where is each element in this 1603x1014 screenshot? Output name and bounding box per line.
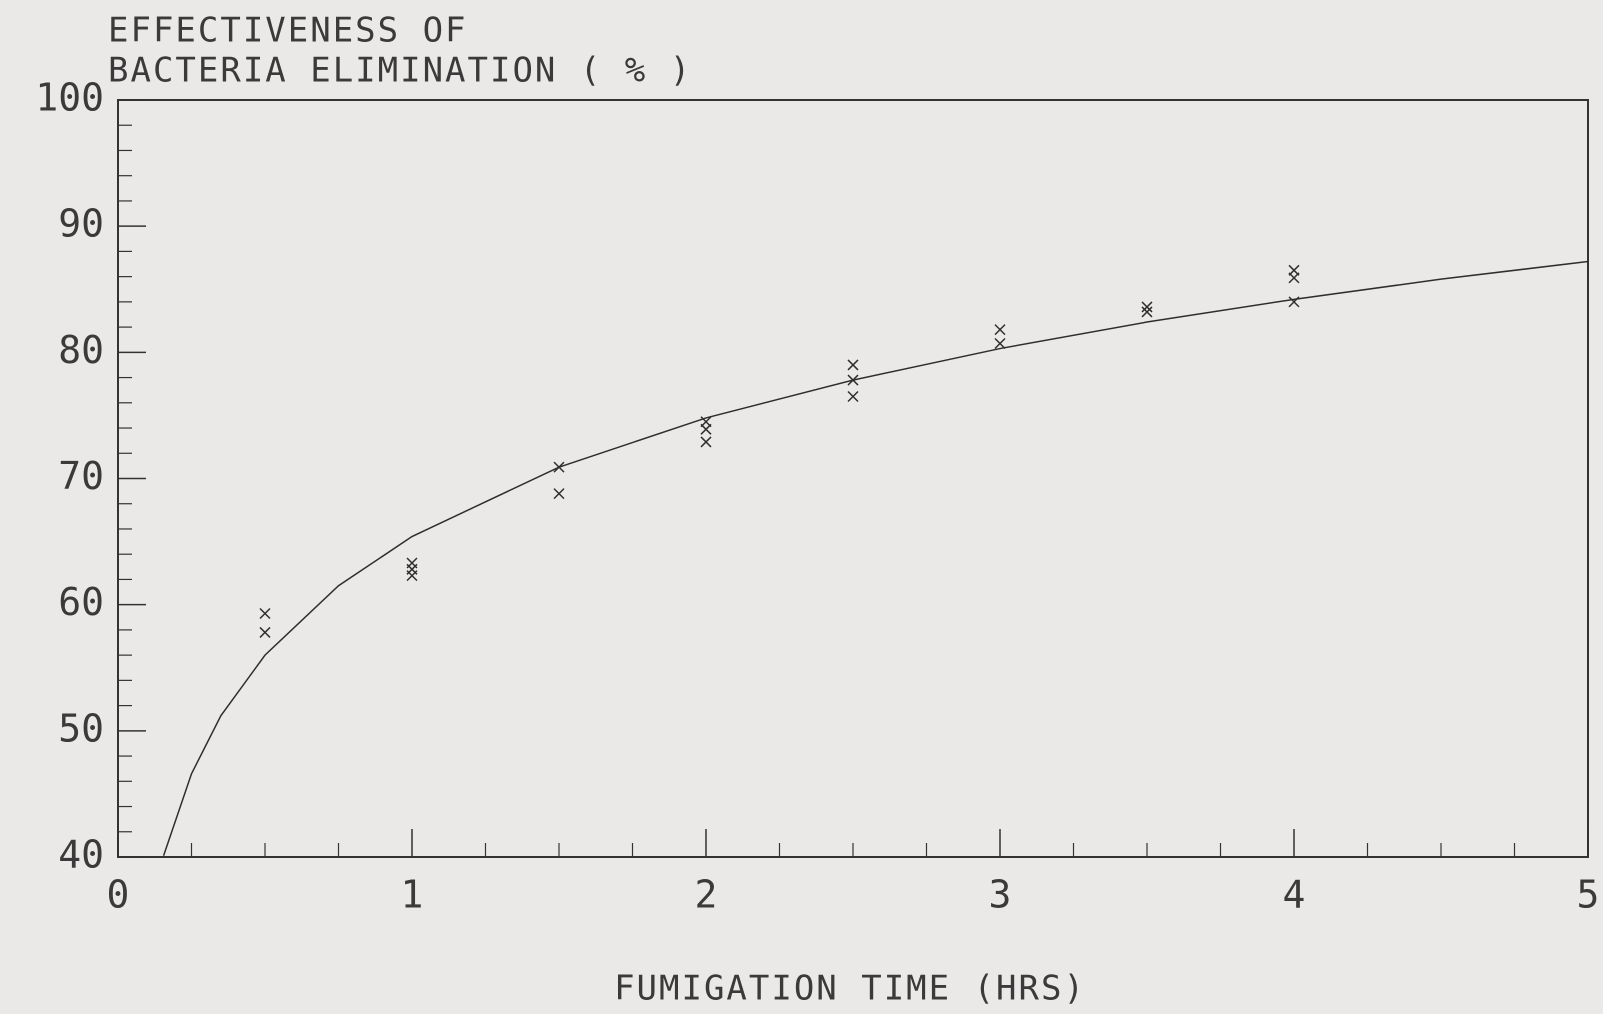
- x-tick-label: 4: [1283, 873, 1306, 917]
- y-axis-label: BACTERIA ELIMINATION ( % ): [108, 51, 692, 91]
- y-tick-label: 100: [35, 76, 104, 120]
- y-tick-label: 50: [58, 706, 104, 750]
- data-point: [554, 489, 564, 499]
- data-point: [701, 437, 711, 447]
- data-point: [848, 360, 858, 370]
- data-point: [995, 325, 1005, 335]
- data-point: [848, 391, 858, 401]
- data-point: [1289, 273, 1299, 283]
- y-axis-label: EFFECTIVENESS OF: [108, 11, 468, 51]
- x-tick-label: 2: [695, 873, 718, 917]
- data-point: [407, 571, 417, 581]
- y-tick-label: 90: [58, 202, 104, 246]
- x-tick-label: 1: [401, 873, 424, 917]
- page: {"chart_data": { "type": "scatter", "yla…: [0, 0, 1603, 1014]
- fitted-curve: [164, 261, 1588, 855]
- x-axis-label: FUMIGATION TIME (HRS): [614, 969, 1086, 1009]
- x-tick-label: 0: [107, 873, 130, 917]
- chart: EFFECTIVENESS OF BACTERIA ELIMINATION ( …: [0, 0, 1603, 1014]
- y-tick-label: 80: [58, 328, 104, 372]
- y-tick-label: 60: [58, 580, 104, 624]
- y-tick-label: 40: [58, 833, 104, 877]
- data-point: [1142, 307, 1152, 317]
- data-point: [260, 627, 270, 637]
- plot-frame: [118, 100, 1588, 857]
- data-point: [995, 339, 1005, 349]
- x-tick-label: 3: [989, 873, 1012, 917]
- x-tick-label: 5: [1577, 873, 1600, 917]
- y-tick-label: 70: [58, 454, 104, 498]
- data-point: [1142, 302, 1152, 312]
- data-point: [701, 424, 711, 434]
- data-point: [260, 608, 270, 618]
